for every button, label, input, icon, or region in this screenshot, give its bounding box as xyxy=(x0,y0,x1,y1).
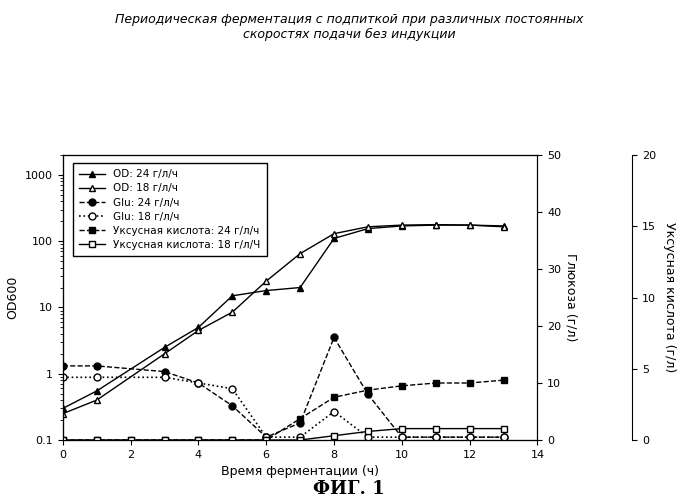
Text: ФИГ. 1: ФИГ. 1 xyxy=(313,480,385,498)
Text: Периодическая ферментация с подпиткой при различных постоянных
скоростях подачи : Периодическая ферментация с подпиткой пр… xyxy=(114,12,584,40)
X-axis label: Время ферментации (ч): Время ферментации (ч) xyxy=(221,466,379,478)
Legend: OD: 24 г/л/ч, OD: 18 г/л/ч, Glu: 24 г/л/ч, Glu: 18 г/л/ч, Уксусная кислота: 24 г: OD: 24 г/л/ч, OD: 18 г/л/ч, Glu: 24 г/л/… xyxy=(73,163,267,256)
Y-axis label: OD600: OD600 xyxy=(6,276,20,319)
Y-axis label: Уксусная кислота (г/л): Уксусная кислота (г/л) xyxy=(662,222,676,372)
Y-axis label: Глюкоза (г/л): Глюкоза (г/л) xyxy=(565,254,578,342)
